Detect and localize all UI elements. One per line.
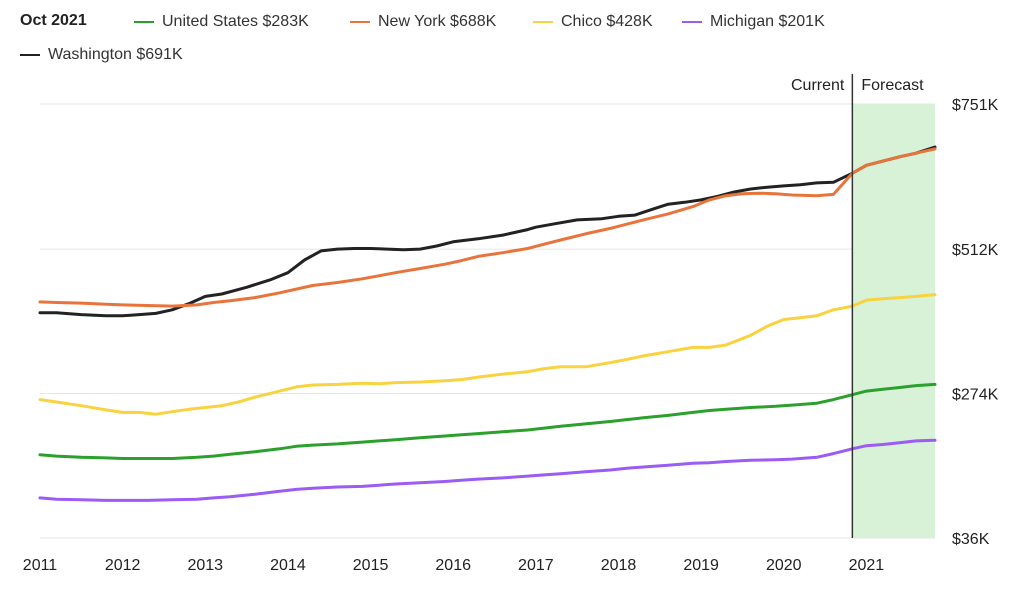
- series-line-michigan[interactable]: [38, 438, 937, 502]
- x-axis-ticks: 2011 2012 2013 2014 2015 2016 2017 2018 2019 2020…: [23, 557, 885, 574]
- x-tick-label: 2015: [353, 557, 389, 574]
- gridlines: [40, 103, 935, 539]
- x-tick-label: 2017: [518, 557, 554, 574]
- series-line-united-states[interactable]: [38, 382, 937, 460]
- series-line-new-york[interactable]: [38, 147, 937, 308]
- x-tick-label: 2018: [601, 557, 637, 574]
- legend-label: Michigan $201K: [710, 13, 825, 30]
- y-tick-label: $512K: [952, 242, 999, 259]
- legend-item-new-york[interactable]: New York $688K: [350, 13, 496, 31]
- x-tick-label: 2012: [105, 557, 141, 574]
- y-tick-label: $36K: [952, 531, 990, 548]
- legend-item-united-states[interactable]: United States $283K: [134, 13, 309, 31]
- legend-date: Oct 2021: [20, 12, 87, 29]
- legend-item-michigan[interactable]: Michigan $201K: [682, 13, 825, 31]
- legend-swatch: [20, 54, 40, 56]
- series-line-chico[interactable]: [38, 293, 937, 416]
- forecast-label: Forecast: [861, 77, 924, 94]
- legend-item-washington[interactable]: Washington $691K: [20, 46, 183, 64]
- y-tick-label: $274K: [952, 387, 999, 404]
- x-tick-label: 2014: [270, 557, 306, 574]
- series-lines: [38, 145, 937, 502]
- legend-swatch: [533, 21, 553, 23]
- forecast-band: [852, 104, 935, 538]
- current-label: Current: [791, 77, 845, 94]
- legend-swatch: [134, 21, 154, 23]
- x-tick-label: 2013: [187, 557, 223, 574]
- chart-legend: Oct 2021 United States $283K New York $6…: [0, 0, 1024, 80]
- legend-label: New York $688K: [378, 13, 497, 30]
- x-tick-label: 2021: [849, 557, 885, 574]
- legend-swatch: [682, 21, 702, 23]
- x-tick-label: 2011: [23, 557, 58, 574]
- x-tick-label: 2016: [435, 557, 471, 574]
- y-axis-ticks: $751K $512K $274K $36K: [952, 97, 999, 548]
- legend-swatch: [350, 21, 370, 23]
- x-tick-label: 2020: [766, 557, 802, 574]
- legend-label: Chico $428K: [561, 13, 653, 30]
- legend-label: Washington $691K: [48, 46, 183, 63]
- y-tick-label: $751K: [952, 97, 999, 114]
- series-line-washington[interactable]: [38, 145, 937, 318]
- x-tick-label: 2019: [683, 557, 719, 574]
- legend-label: United States $283K: [162, 13, 309, 30]
- legend-item-chico[interactable]: Chico $428K: [533, 13, 653, 31]
